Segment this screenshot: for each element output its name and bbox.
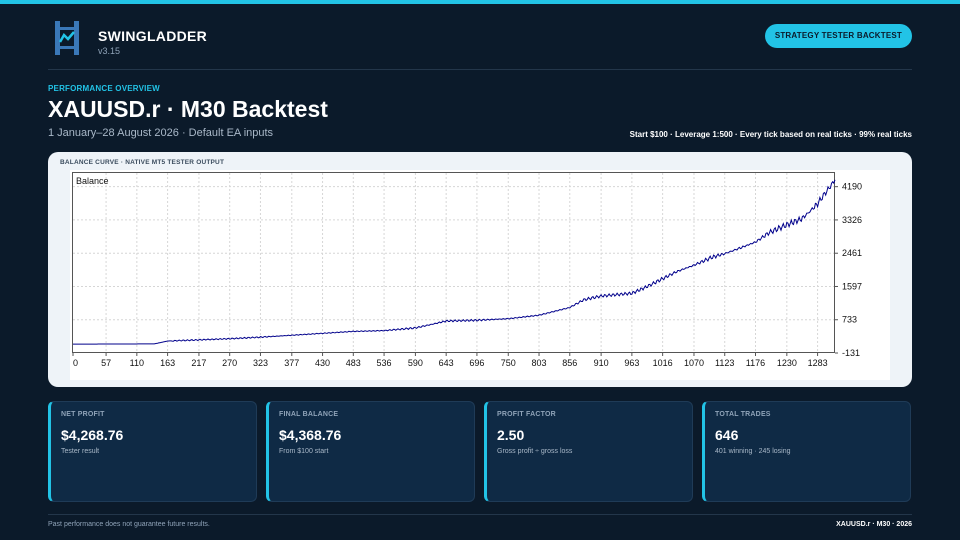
kpi-value: 2.50 xyxy=(497,427,525,443)
x-tick-label: 963 xyxy=(624,358,639,368)
x-tick-label: 590 xyxy=(408,358,423,368)
page-title: XAUUSD.r · M30 Backtest xyxy=(48,96,328,122)
y-tick-label: 1597 xyxy=(842,281,862,291)
y-tick-label: -131 xyxy=(842,348,860,358)
x-tick-label: 536 xyxy=(377,358,392,368)
x-tick-label: 803 xyxy=(532,358,547,368)
strategy-tester-badge[interactable]: STRATEGY TESTER BACKTEST xyxy=(764,24,912,48)
top-accent-bar xyxy=(0,0,960,4)
kpi-subtext: 401 winning · 245 losing xyxy=(715,448,791,455)
x-tick-label: 750 xyxy=(501,358,516,368)
x-tick-label: 163 xyxy=(160,358,175,368)
x-tick-label: 483 xyxy=(346,358,361,368)
brand-version: v3.15 xyxy=(98,46,121,56)
kpi-subtext: Gross profit ÷ gross loss xyxy=(497,448,573,455)
x-tick-label: 696 xyxy=(469,358,484,368)
y-tick-label: 2461 xyxy=(842,248,862,258)
balance-line xyxy=(73,179,836,345)
x-axis-ticks: 0 57 110 163 217 270 323 377 430 483 536 590 643 696 7… xyxy=(72,353,828,368)
kpi-subtext: From $100 start xyxy=(279,448,329,455)
kpi-card-final-balance: FINAL BALANCE $4,368.76 From $100 start xyxy=(266,401,475,502)
kpi-label: FINAL BALANCE xyxy=(279,411,339,418)
x-tick-label: 1176 xyxy=(746,358,765,368)
x-tick-label: 1283 xyxy=(808,358,828,368)
kpi-subtext: Tester result xyxy=(61,448,100,455)
y-tick-label: 3326 xyxy=(842,215,862,225)
x-tick-label: 323 xyxy=(253,358,268,368)
chart-grid xyxy=(73,173,835,353)
x-tick-label: 110 xyxy=(130,358,144,368)
y-tick-label: 733 xyxy=(842,315,857,325)
x-tick-label: 910 xyxy=(594,358,609,368)
kpi-card-profit-factor: PROFIT FACTOR 2.50 Gross profit ÷ gross … xyxy=(484,401,693,502)
brand-name: SWINGLADDER xyxy=(98,28,208,44)
x-tick-label: 377 xyxy=(284,358,299,368)
x-tick-label: 1016 xyxy=(653,358,673,368)
x-tick-label: 217 xyxy=(191,358,206,368)
chart-series xyxy=(73,179,836,345)
plot-frame xyxy=(72,172,835,353)
kpi-value: $4,368.76 xyxy=(279,427,342,443)
y-axis-ticks: -131 733 1597 2461 3326 4190 xyxy=(835,182,862,358)
footer-disclaimer: Past performance does not guarantee futu… xyxy=(48,521,210,528)
kpi-label: PROFIT FACTOR xyxy=(497,411,556,418)
kpi-label: TOTAL TRADES xyxy=(715,411,771,418)
chart-caption: BALANCE CURVE · NATIVE MT5 TESTER OUTPUT xyxy=(60,159,225,166)
header-divider xyxy=(48,69,912,70)
x-tick-label: 270 xyxy=(222,358,237,368)
kpi-value: 646 xyxy=(715,427,739,443)
kpi-label: NET PROFIT xyxy=(61,411,105,418)
y-tick-label: 4190 xyxy=(842,182,862,192)
page-subtitle: 1 January–28 August 2026 · Default EA in… xyxy=(48,127,274,139)
x-tick-label: 856 xyxy=(562,358,577,368)
footer-divider xyxy=(48,514,912,515)
kpi-value: $4,268.76 xyxy=(61,427,124,443)
footer-tag: XAUUSD.r · M30 · 2026 xyxy=(836,521,912,528)
x-tick-label: 0 xyxy=(73,358,78,368)
section-label: PERFORMANCE OVERVIEW xyxy=(48,84,160,93)
ladder-chart-logo-icon xyxy=(55,21,79,55)
chart-card: BALANCE CURVE · NATIVE MT5 TESTER OUTPUT… xyxy=(48,152,912,387)
x-tick-label: 430 xyxy=(315,358,330,368)
x-tick-label: 1230 xyxy=(777,358,797,368)
x-tick-label: 57 xyxy=(101,358,111,368)
x-tick-label: 1070 xyxy=(684,358,704,368)
kpi-card-net-profit: NET PROFIT $4,268.76 Tester result xyxy=(48,401,257,502)
x-tick-label: 1123 xyxy=(715,358,734,368)
header: SWINGLADDER v3.15 STRATEGY TESTER BACKTE… xyxy=(48,18,912,70)
chart-title: Balance xyxy=(76,176,109,186)
kpi-card-total-trades: TOTAL TRADES 646 401 winning · 245 losin… xyxy=(702,401,911,502)
chart-background xyxy=(70,170,890,380)
x-tick-label: 643 xyxy=(439,358,454,368)
balance-chart: 0 57 110 163 217 270 323 377 430 483 536 590 643 696 7… xyxy=(70,170,890,380)
test-settings-line: Start $100 · Leverage 1:500 · Every tick… xyxy=(629,130,912,139)
